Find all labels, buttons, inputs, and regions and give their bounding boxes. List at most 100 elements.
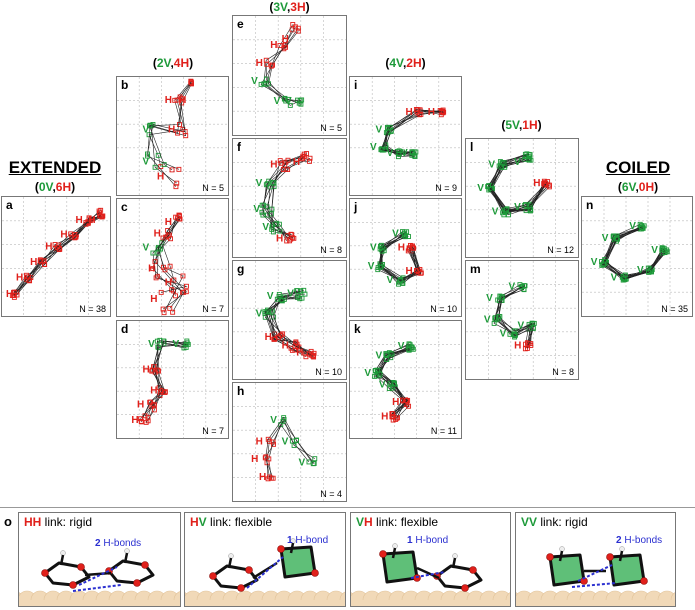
svg-text:H: H	[514, 340, 521, 351]
coiled-title: COILED	[605, 158, 671, 177]
svg-text:H: H	[150, 386, 157, 397]
svg-text:H: H	[293, 157, 300, 168]
panel-label: f	[237, 140, 241, 154]
svg-text:V: V	[370, 242, 377, 253]
svg-text:H: H	[406, 107, 413, 118]
svg-text:H: H	[256, 436, 263, 447]
link-title: VV link: rigid	[521, 515, 588, 529]
svg-text:V: V	[629, 221, 636, 232]
svg-text:V: V	[484, 314, 491, 325]
svg-text:V: V	[514, 202, 521, 213]
svg-text:V: V	[299, 458, 306, 469]
svg-text:V: V	[379, 380, 386, 391]
svg-text:V: V	[262, 222, 269, 233]
svg-text:V: V	[285, 96, 292, 107]
panel-label: c	[121, 200, 128, 214]
svg-text:H: H	[392, 397, 399, 408]
svg-text:H: H	[179, 95, 186, 106]
svg-text:V: V	[376, 350, 383, 361]
hbond-label: 2 H-bonds	[95, 538, 142, 549]
panel-label: i	[354, 78, 358, 92]
svg-text:H: H	[168, 124, 175, 135]
panel-l: V V V V V H l N = 12	[465, 138, 579, 258]
sample-count: N = 11	[430, 426, 457, 436]
svg-text:V: V	[611, 272, 618, 283]
sample-count: N = 8	[320, 245, 342, 255]
link-title: VH link: flexible	[356, 515, 439, 529]
svg-text:V: V	[387, 275, 394, 286]
svg-text:H: H	[428, 107, 435, 118]
svg-text:H: H	[131, 415, 138, 426]
panel-label: g	[237, 262, 245, 276]
hh-molecule-render	[19, 548, 180, 606]
panel-label: h	[237, 384, 245, 398]
svg-text:H: H	[533, 178, 540, 189]
svg-text:H: H	[165, 278, 172, 289]
sample-count: N = 8	[552, 367, 574, 377]
svg-text:H: H	[406, 266, 413, 277]
panel-label: a	[6, 198, 13, 212]
column-header-3v3h: (3V,3H)	[269, 0, 310, 14]
svg-text:H: H	[265, 332, 272, 343]
svg-text:V: V	[253, 204, 260, 215]
svg-text:V: V	[392, 228, 399, 239]
section-divider	[0, 507, 695, 508]
svg-text:V: V	[602, 233, 609, 244]
svg-text:V: V	[492, 207, 499, 218]
extended-title: EXTENDED	[8, 158, 102, 177]
panel-label: l	[470, 140, 474, 154]
svg-text:V: V	[143, 124, 150, 135]
svg-text:H: H	[251, 454, 258, 465]
sample-count: N = 4	[320, 489, 342, 499]
svg-text:V: V	[486, 293, 493, 304]
link-panel-vh: VH link: flexible 1 H-bond	[350, 512, 511, 607]
svg-text:V: V	[387, 148, 394, 159]
coiled-composition: (6V,0H)	[617, 180, 659, 194]
svg-text:H: H	[6, 289, 13, 300]
svg-text:H: H	[276, 234, 283, 245]
panel-label: k	[354, 322, 361, 336]
svg-text:H: H	[165, 217, 172, 228]
svg-text:H: H	[154, 228, 161, 239]
sample-count: N = 9	[435, 183, 457, 193]
column-header-4v2h: (4V,2H)	[385, 56, 426, 70]
svg-text:V: V	[500, 329, 507, 340]
link-panel-vv: VV link: rigid 2 H-bonds	[515, 512, 676, 607]
svg-text:V: V	[376, 124, 383, 135]
svg-text:H: H	[270, 159, 277, 170]
hv-molecule-render	[185, 538, 345, 606]
svg-text:V: V	[173, 339, 180, 350]
svg-text:V: V	[651, 245, 658, 256]
svg-text:V: V	[514, 157, 521, 168]
link-panel-hh: HH link: rigid 2 H-bonds	[18, 512, 181, 607]
column-header-5v1h: (5V,1H)	[501, 118, 542, 132]
sample-count: N = 5	[202, 183, 224, 193]
svg-text:V: V	[287, 288, 294, 299]
svg-text:H: H	[296, 347, 303, 358]
svg-text:H: H	[30, 257, 37, 268]
panel-label: b	[121, 78, 129, 92]
svg-text:H: H	[270, 40, 277, 51]
svg-text:V: V	[143, 242, 150, 253]
sample-count: N = 7	[202, 426, 224, 436]
svg-text:H: H	[157, 172, 164, 183]
column-header-2v4h: (2V,4H)	[152, 56, 194, 70]
svg-text:V: V	[143, 156, 150, 167]
svg-text:H: H	[45, 241, 52, 252]
hbond-label: 2 H-bonds	[616, 535, 663, 546]
